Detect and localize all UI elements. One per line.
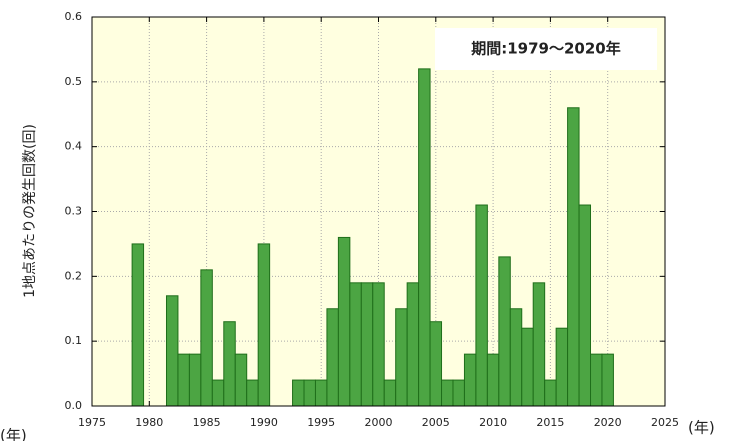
x-tick-label: 2025 (651, 416, 679, 429)
bar (601, 353, 614, 407)
bar (303, 379, 316, 407)
bar (452, 379, 465, 407)
bar (441, 379, 454, 407)
x-tick-label: 1995 (307, 416, 335, 429)
bar (372, 282, 385, 407)
annotation-box (435, 28, 657, 70)
bar (429, 321, 443, 407)
bar (555, 327, 569, 407)
y-tick-label: 0.5 (65, 75, 83, 88)
y-tick-label: 0.3 (65, 205, 83, 218)
x-axis-label: (年) (688, 419, 715, 437)
bar (498, 256, 511, 407)
bar (223, 321, 236, 407)
bar (200, 269, 213, 407)
x-tick-label: 2020 (594, 416, 622, 429)
x-axis-label: (年) (0, 427, 27, 442)
bar (395, 308, 408, 407)
bar (486, 353, 500, 407)
bar (383, 379, 397, 407)
bar (567, 107, 580, 407)
bar (292, 379, 305, 407)
x-tick-label: 1985 (193, 416, 221, 429)
annotation: 期間:1979～2020年 (471, 40, 621, 58)
x-tick-label: 1980 (135, 416, 163, 429)
bar (326, 308, 339, 407)
bar (234, 353, 248, 407)
bar (590, 353, 603, 407)
bar (337, 236, 351, 407)
x-tick-label: 2005 (422, 416, 450, 429)
bar (246, 379, 259, 407)
x-tick-label: 1990 (250, 416, 278, 429)
bar (314, 379, 328, 407)
bar (532, 282, 546, 407)
y-tick-label: 0.6 (65, 10, 83, 23)
bar (349, 282, 362, 407)
x-tick-label: 2010 (479, 416, 507, 429)
bar (521, 327, 534, 407)
bar (544, 379, 557, 407)
frame (91, 16, 666, 407)
bar (177, 353, 190, 407)
y-tick-label: 0.0 (65, 399, 83, 412)
bar (188, 353, 202, 407)
bar (463, 353, 477, 407)
bar (578, 204, 592, 407)
bar (165, 295, 179, 407)
y-tick-label: 0.2 (65, 269, 83, 282)
x-tick-label: 2000 (365, 416, 393, 429)
y-tick-label: 0.4 (65, 140, 83, 153)
bar (360, 282, 374, 407)
x-tick-label: 1975 (78, 416, 106, 429)
bar (131, 243, 145, 407)
bar (509, 308, 523, 407)
bar (257, 243, 271, 407)
bar (211, 379, 225, 407)
y-tick-label: 0.1 (65, 334, 83, 347)
y-axis-label: 1地点あたりの発生回数(回) (22, 124, 38, 298)
bar (418, 68, 431, 407)
bar (406, 282, 420, 407)
bar (475, 204, 488, 407)
x-tick-label: 2015 (536, 416, 564, 429)
